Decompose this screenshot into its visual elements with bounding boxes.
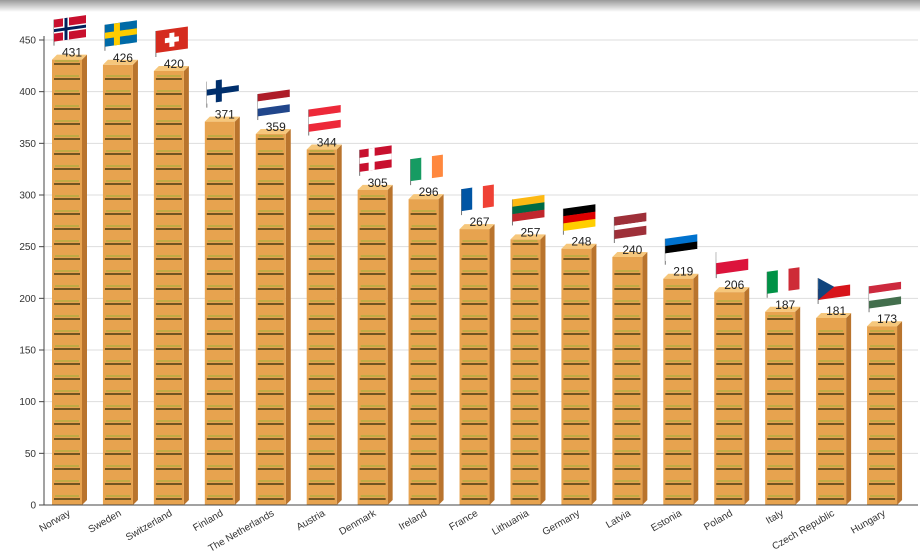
x-tick-label: Sweden bbox=[87, 508, 124, 536]
value-label: 431 bbox=[62, 46, 82, 60]
x-tick-label: Latvia bbox=[604, 508, 633, 531]
bar bbox=[459, 224, 495, 505]
value-label: 181 bbox=[826, 304, 846, 318]
value-label: 257 bbox=[520, 225, 540, 239]
italy-flag-icon bbox=[767, 267, 800, 294]
poland-flag-icon bbox=[716, 247, 749, 275]
netherlands-flag-icon bbox=[257, 89, 290, 117]
value-label: 187 bbox=[775, 298, 795, 312]
bar bbox=[255, 129, 291, 506]
x-tick-label: Finland bbox=[191, 508, 225, 534]
y-tick-label: 200 bbox=[19, 294, 36, 305]
bar bbox=[102, 59, 138, 506]
value-label: 344 bbox=[317, 136, 337, 150]
ireland-flag-icon bbox=[410, 154, 443, 182]
y-tick-label: 0 bbox=[30, 501, 36, 512]
y-tick-label: 250 bbox=[19, 242, 36, 253]
estonia-flag-icon bbox=[665, 234, 698, 261]
bar bbox=[52, 54, 87, 506]
x-tick-label: Norway bbox=[38, 508, 73, 534]
x-tick-label: France bbox=[448, 508, 481, 533]
y-tick-label: 400 bbox=[19, 87, 36, 98]
bar bbox=[561, 243, 597, 505]
bar bbox=[816, 312, 852, 505]
value-label: 240 bbox=[622, 243, 642, 257]
y-tick-label: 50 bbox=[25, 449, 37, 460]
bar bbox=[204, 116, 240, 505]
y-axis: 0 50 100 150 200 250 300 350 400 450 bbox=[19, 36, 45, 512]
x-tick-label: Poland bbox=[702, 508, 734, 533]
bar bbox=[153, 66, 189, 505]
y-tick-label: 350 bbox=[19, 139, 36, 150]
x-tick-label: Italy bbox=[764, 508, 785, 527]
austria-flag-icon bbox=[308, 105, 341, 132]
value-labels: 431 426 420 371 359 344 305 296 267 257 248 240 219 2… bbox=[62, 46, 897, 327]
switzerland-flag-icon bbox=[155, 26, 188, 53]
value-label: 305 bbox=[368, 176, 388, 190]
value-label: 219 bbox=[673, 265, 693, 279]
x-tick-label: Estonia bbox=[649, 508, 684, 534]
bar bbox=[306, 144, 342, 506]
top-shadow-bar bbox=[0, 0, 920, 12]
norway-flag-icon bbox=[54, 15, 86, 42]
bar bbox=[765, 306, 801, 505]
finland-flag-icon bbox=[206, 77, 239, 104]
denmark-flag-icon bbox=[359, 145, 392, 172]
value-label: 296 bbox=[419, 185, 439, 199]
x-tick-label: Hungary bbox=[849, 508, 887, 536]
latvia-flag-icon bbox=[614, 212, 647, 239]
x-tick-label: Lithuania bbox=[490, 508, 531, 538]
value-label: 371 bbox=[215, 108, 235, 122]
hungary-flag-icon bbox=[869, 281, 902, 309]
bar bbox=[612, 252, 648, 505]
y-tick-label: 450 bbox=[19, 36, 36, 47]
bars bbox=[52, 54, 903, 506]
bar bbox=[867, 321, 903, 505]
czech-republic-flag-icon bbox=[818, 273, 851, 300]
value-label: 173 bbox=[877, 312, 897, 326]
germany-flag-icon bbox=[563, 204, 596, 232]
y-tick-label: 150 bbox=[19, 346, 36, 357]
x-tick-label: Ireland bbox=[397, 508, 429, 533]
value-label: 267 bbox=[470, 215, 490, 229]
bar bbox=[357, 184, 393, 506]
bar bbox=[408, 194, 444, 505]
bar bbox=[714, 287, 750, 505]
lithuania-flag-icon bbox=[512, 194, 545, 222]
x-tick-label: Austria bbox=[295, 508, 328, 533]
france-flag-icon bbox=[461, 184, 494, 212]
bar bbox=[663, 273, 699, 505]
bar bbox=[510, 234, 546, 505]
y-tick-label: 300 bbox=[19, 191, 36, 202]
x-tick-label: Germany bbox=[541, 508, 582, 538]
value-label: 420 bbox=[164, 57, 184, 71]
x-tick-label: Denmark bbox=[338, 508, 379, 538]
value-label: 359 bbox=[266, 120, 286, 134]
value-label: 426 bbox=[113, 51, 133, 65]
y-tick-label: 100 bbox=[19, 397, 36, 408]
flags bbox=[53, 15, 902, 313]
sweden-flag-icon bbox=[104, 20, 137, 47]
value-label: 206 bbox=[724, 278, 744, 292]
value-label: 248 bbox=[571, 235, 591, 249]
x-tick-label: Switzerland bbox=[124, 508, 174, 543]
